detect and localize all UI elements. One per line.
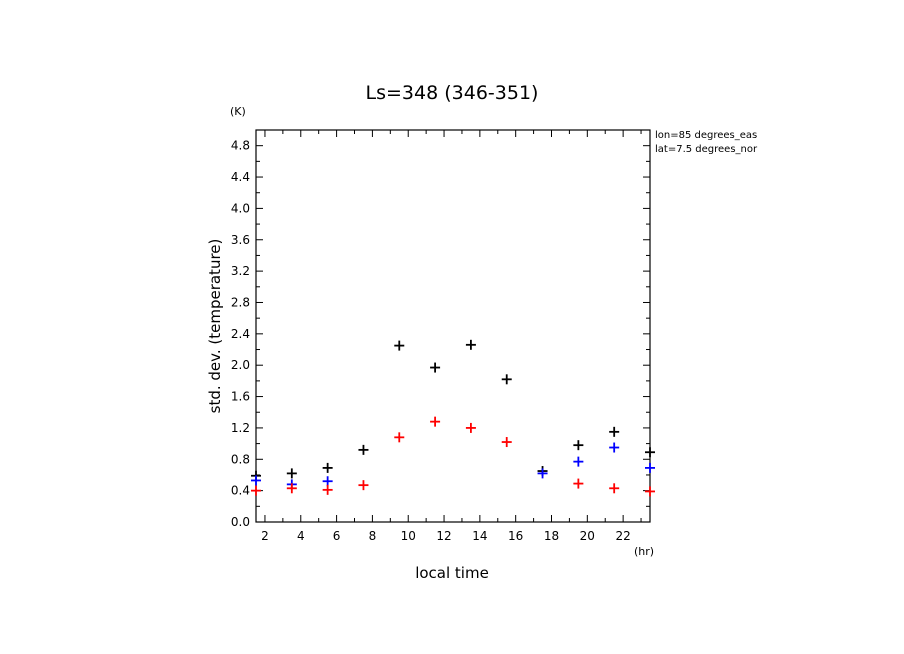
data-point (465, 422, 476, 433)
data-point (609, 442, 620, 453)
data-point (251, 485, 261, 496)
y-tick-label: 1.6 (231, 390, 250, 404)
x-tick-label: 6 (333, 529, 341, 543)
axes: 2 4 6 8 10 12 14 16 18 20 22 0.0 0.4 0.8 1.2 1.6 2.0 2.4 2… (231, 129, 651, 543)
y-tick-label: 1.2 (231, 421, 250, 435)
y-tick-label: 4.4 (231, 170, 250, 184)
data-point (394, 432, 405, 443)
data-point (609, 426, 620, 437)
y-tick-label: 4.8 (231, 139, 250, 153)
data-point (573, 456, 584, 467)
data-point (322, 462, 333, 473)
data-point (609, 483, 620, 494)
y-tick-label: 2.4 (231, 327, 250, 341)
data-point (465, 339, 476, 350)
data-point (430, 362, 441, 373)
x-tick-label: 10 (401, 529, 416, 543)
y-tick-label: 0.8 (231, 452, 250, 466)
x-tick-label: 8 (369, 529, 377, 543)
plot-frame (255, 129, 651, 523)
x-tick-label: 20 (580, 529, 595, 543)
x-tick-label: 22 (615, 529, 630, 543)
data-point (573, 440, 584, 451)
data-point (645, 462, 655, 473)
annotation-lon: lon=85 degrees_eas (655, 130, 757, 141)
y-unit-label: (K) (230, 105, 246, 118)
data-point (573, 478, 584, 489)
data-point (501, 437, 512, 448)
chart-title: Ls=348 (346-351) (366, 82, 539, 104)
y-axis-label: std. dev. (temperature) (206, 239, 224, 414)
data-point (645, 486, 655, 497)
x-unit-label: (hr) (634, 545, 654, 558)
annotation-lat: lat=7.5 degrees_nor (655, 144, 758, 155)
data-point (286, 468, 297, 479)
y-tick-label: 2.0 (231, 358, 250, 372)
x-tick-label: 12 (436, 529, 451, 543)
x-tick-label: 16 (508, 529, 523, 543)
y-tick-label: 3.2 (231, 264, 250, 278)
data-point (501, 374, 512, 385)
data-point (394, 340, 405, 351)
y-tick-label: 4.0 (231, 201, 250, 215)
data-point (322, 484, 333, 495)
y-tick-label: 2.8 (231, 295, 250, 309)
data-point (537, 468, 548, 479)
y-tick-label: 0.4 (231, 484, 250, 498)
x-tick-label: 2 (261, 529, 269, 543)
x-axis-label: local time (415, 564, 489, 582)
data-point (251, 475, 261, 486)
data-points (251, 339, 655, 497)
y-tick-label: 0.0 (231, 515, 250, 529)
x-tick-label: 18 (544, 529, 559, 543)
x-tick-label: 4 (297, 529, 305, 543)
data-point (430, 416, 441, 427)
y-tick-label: 3.6 (231, 233, 250, 247)
data-point (286, 483, 297, 494)
data-point (322, 476, 333, 487)
data-point (358, 480, 369, 491)
x-tick-label: 14 (472, 529, 487, 543)
data-point (645, 447, 655, 458)
data-point (358, 444, 369, 455)
